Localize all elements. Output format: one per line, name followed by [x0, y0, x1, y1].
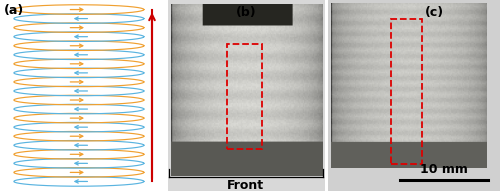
Text: (b): (b)	[236, 6, 256, 19]
Text: (c): (c)	[425, 6, 444, 19]
Text: 10 mm: 10 mm	[420, 163, 468, 176]
Text: Front: Front	[227, 179, 264, 191]
Text: (a): (a)	[4, 4, 24, 17]
